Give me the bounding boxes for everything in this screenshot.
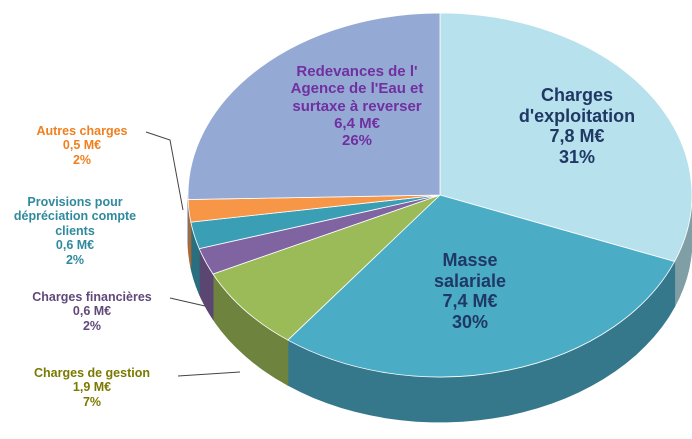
category: Masse salariale	[433, 250, 507, 291]
slice-label: Charges d'exploitation 7,8 M€ 31%	[502, 85, 652, 168]
category: Provisions pour dépréciation compte clie…	[13, 195, 137, 238]
category: Charges financières	[32, 290, 152, 304]
percent-label: 2%	[82, 318, 102, 333]
value-label: 1,9 M€	[72, 380, 112, 395]
category: Charges d'exploitation	[518, 85, 636, 126]
category: Charges de gestion	[34, 366, 150, 380]
slice-label: Autres charges 0,5 M€ 2%	[7, 124, 157, 167]
slice-label: Charges financières 0,6 M€ 2%	[5, 290, 180, 333]
category: Autres charges	[36, 124, 128, 138]
percent-label: 30%	[451, 312, 489, 333]
value-label: 0,6 M€	[55, 238, 95, 253]
leader-line	[169, 297, 206, 307]
value-label: 0,5 M€	[62, 138, 102, 153]
leader-line	[177, 371, 241, 377]
percent-label: 31%	[558, 147, 596, 168]
value-label: 7,8 M€	[549, 126, 605, 147]
slice-label: Charges de gestion 1,9 M€ 7%	[5, 366, 180, 409]
slice-label: Redevances de l' Agence de l'Eau et surt…	[275, 63, 440, 149]
leader-line	[145, 131, 184, 211]
slice	[287, 194, 676, 378]
slice-label: Masse salariale 7,4 M€ 30%	[410, 250, 530, 333]
percent-label: 7%	[82, 394, 102, 409]
percent-label: 2%	[65, 252, 85, 267]
value-label: 6,4 M€	[334, 114, 380, 132]
slice-label: Provisions pour dépréciation compte clie…	[0, 195, 150, 267]
slice	[212, 194, 441, 341]
slice	[187, 12, 441, 200]
percent-label: 2%	[72, 152, 92, 167]
category: Redevances de l' Agence de l'Eau et surt…	[290, 63, 424, 115]
percent-label: 26%	[341, 132, 373, 149]
value-label: 0,6 M€	[72, 304, 112, 319]
slice	[439, 12, 692, 262]
value-label: 7,4 M€	[442, 291, 498, 312]
